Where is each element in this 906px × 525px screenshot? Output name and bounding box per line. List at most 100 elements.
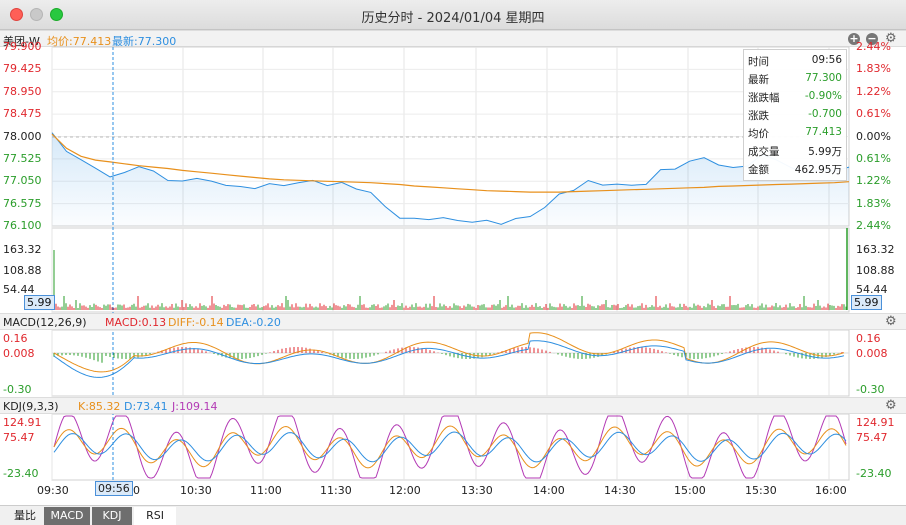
time-axis-tick: 0 (133, 484, 140, 497)
price-axis-tick: 76.575 (3, 196, 42, 210)
macd-axis-tick: -0.30 (856, 383, 885, 396)
percent-axis-tick: 1.83% (856, 62, 891, 76)
price-axis-tick: 79.900 (3, 40, 42, 53)
gear-icon[interactable]: ⚙ (885, 314, 897, 329)
time-axis-tick: 12:00 (389, 484, 421, 497)
k-line (53, 425, 847, 469)
volume-axis-tick: 163.32 (3, 243, 42, 256)
avg-price-label: 均价:77.413 (47, 35, 112, 48)
volume-plot (53, 228, 848, 310)
price-area-fill (52, 132, 849, 226)
tooltip-value: 5.99万 (808, 146, 842, 158)
data-tooltip: 时间 09:56 最新 77.300 涨跌幅 -0.90% 涨跌 -0.700 均价 77.413… (743, 49, 847, 181)
tooltip-key: 涨跌幅 (748, 92, 780, 104)
macd-axis-tick: 0.16 (3, 332, 28, 345)
dea-line (53, 340, 845, 378)
gear-icon[interactable]: ⚙ (885, 398, 897, 413)
macd-axis-tick: 0.008 (856, 347, 888, 360)
kdj-plot (53, 415, 847, 479)
percent-axis-tick: 2.44% (856, 219, 891, 232)
kdj-axis-tick: 75.47 (856, 431, 888, 444)
tab-kdj[interactable]: KDJ (92, 507, 132, 525)
tooltip-key: 时间 (748, 56, 769, 68)
time-axis-tick: 13:30 (461, 484, 493, 497)
zoom-window-button[interactable] (50, 8, 63, 21)
tooltip-value: 09:56 (811, 54, 842, 66)
tooltip-key: 金额 (748, 164, 769, 176)
chart-canvas[interactable] (0, 0, 906, 505)
gear-icon[interactable]: ⚙ (885, 31, 897, 46)
tab-rsi[interactable]: RSI (134, 507, 176, 525)
percent-axis-tick: 0.61% (856, 151, 891, 165)
tooltip-row: 最新 77.300 (748, 70, 842, 88)
kdj-axis-tick: -23.40 (856, 467, 892, 480)
tooltip-row: 涨跌 -0.700 (748, 106, 842, 124)
time-axis-tick: 16:00 (815, 484, 847, 497)
kdj-axis-tick: 124.91 (3, 416, 42, 429)
volume-axis-tick: 54.44 (856, 283, 888, 296)
tab-macd[interactable]: MACD (44, 507, 90, 525)
time-axis-tick: 11:30 (320, 484, 352, 497)
k-value-label: K:85.32 (78, 400, 121, 413)
volume-axis-tick: 54.44 (3, 283, 35, 296)
price-line (51, 132, 850, 225)
tab-volume-ratio[interactable]: 量比 (14, 509, 36, 522)
macd-header: MACD(12,26,9) MACD:0.13 DIFF:-0.14 DEA:-… (0, 313, 906, 330)
price-axis-tick: 76.100 (3, 219, 42, 232)
last-price-label: 最新:77.300 (112, 35, 177, 48)
time-axis-tick: 15:30 (745, 484, 777, 497)
kdj-title: KDJ(9,3,3) (3, 400, 59, 413)
dea-value-label: DEA:-0.20 (226, 316, 281, 329)
zoom-out-icon[interactable]: − (866, 32, 878, 45)
minimize-window-button[interactable] (30, 8, 43, 21)
tooltip-value: 77.413 (805, 126, 842, 138)
volume-axis-tick: 163.32 (856, 243, 895, 256)
tooltip-key: 成交量 (748, 146, 780, 158)
time-axis-tick: 10:30 (180, 484, 212, 497)
zoom-in-icon[interactable]: + (848, 32, 860, 45)
tooltip-row: 涨跌幅 -0.90% (748, 88, 842, 106)
macd-axis-tick: -0.30 (3, 383, 32, 396)
volume-axis-tick: 108.88 (3, 264, 42, 277)
chart-grid (51, 46, 850, 481)
close-window-button[interactable] (10, 8, 23, 21)
volume-value-box-left: 5.99 (24, 295, 55, 310)
crosshair-time-box: 09:56 (95, 481, 133, 496)
price-axis-tick: 78.475 (3, 107, 42, 121)
tooltip-key: 均价 (748, 128, 769, 140)
tooltip-key: 涨跌 (748, 110, 769, 122)
tooltip-row: 金额 462.95万 (748, 160, 842, 178)
macd-plot (53, 332, 845, 378)
price-plot (51, 132, 850, 226)
price-axis-tick: 78.000 (3, 129, 42, 143)
price-axis-tick: 77.050 (3, 174, 42, 188)
kdj-header: KDJ(9,3,3) K:85.32 D:73.41 J:109.14 ⚙ (0, 397, 906, 414)
avg-price-line (51, 133, 850, 193)
price-axis-tick: 77.525 (3, 151, 42, 165)
indicator-tabs: 量比 MACD KDJ RSI (0, 505, 906, 525)
symbol-name: 美团-W (3, 35, 40, 48)
kdj-axis-tick: 124.91 (856, 416, 895, 429)
percent-axis-tick: 1.22% (856, 84, 891, 98)
volume-axis-tick: 108.88 (856, 264, 895, 277)
percent-axis-tick: 2.44% (856, 40, 891, 53)
time-axis-tick: 15:00 (674, 484, 706, 497)
window-title: 历史分时 - 2024/01/04 星期四 (361, 11, 545, 26)
tooltip-row: 时间 09:56 (748, 52, 842, 70)
percent-axis-tick: 1.83% (856, 196, 891, 210)
j-value-label: J:109.14 (172, 400, 218, 413)
time-axis-tick: 11:00 (250, 484, 282, 497)
d-line (53, 431, 847, 463)
volume-value-box-right: 5.99 (851, 295, 882, 310)
macd-title: MACD(12,26,9) (3, 316, 87, 329)
price-axis-tick: 79.425 (3, 62, 42, 76)
tooltip-value: -0.700 (808, 108, 842, 120)
tooltip-value: 77.300 (805, 72, 842, 84)
tooltip-key: 最新 (748, 74, 769, 86)
tooltip-value: -0.90% (804, 90, 842, 102)
d-value-label: D:73.41 (124, 400, 168, 413)
diff-value-label: DIFF:-0.14 (168, 316, 224, 329)
macd-axis-tick: 0.16 (856, 332, 881, 345)
time-axis-tick: 14:00 (533, 484, 565, 497)
window-titlebar: 历史分时 - 2024/01/04 星期四 (0, 0, 906, 30)
